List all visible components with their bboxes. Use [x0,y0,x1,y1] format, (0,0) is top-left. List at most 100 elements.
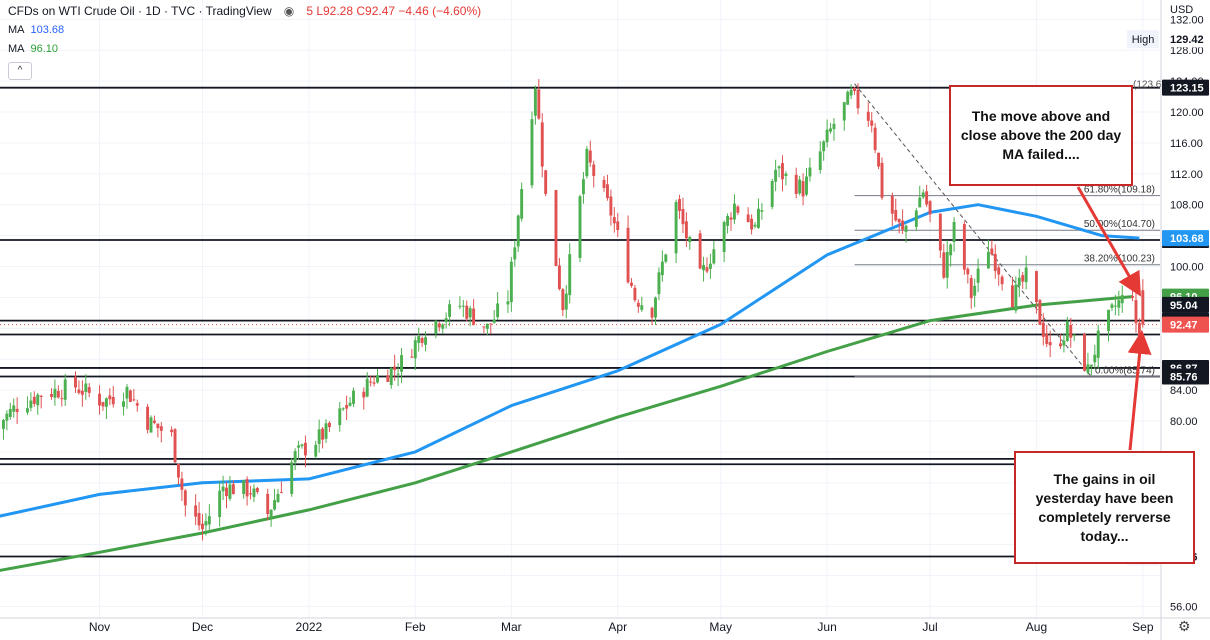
candle-body [77,389,81,393]
candle-body [928,201,932,215]
candle-body [801,181,805,197]
time-tick-label: Feb [405,620,426,634]
collapse-legend-button[interactable]: ^ [8,62,32,80]
candle-body [557,265,561,289]
candle-body [1041,322,1045,337]
candle-body [152,420,156,423]
candle-body [681,208,685,225]
candle-body [678,199,681,211]
candle-body [132,399,136,401]
candle-body [914,210,918,227]
candle-body [207,516,211,525]
candle-body [183,490,187,506]
annotation-text: The gains in oil yesterday have been com… [1035,470,1174,544]
candle-body [537,89,541,119]
candle-body [506,301,510,305]
candle-body [856,89,860,109]
candle-body [554,190,558,267]
currency-selector[interactable]: USD [1170,4,1194,16]
candle-body [609,196,613,216]
level-price-badge [1162,79,1209,96]
price-tick-label: 80.00 [1170,416,1198,428]
time-tick-label: Apr [608,620,627,634]
ma-100-line [0,203,1140,518]
candle-body [290,462,294,494]
candle-body [482,326,486,328]
candle-body [128,390,132,402]
ma-label: MA [8,43,25,55]
candle-body [674,201,678,254]
candle-body [533,88,537,116]
candle-body [74,376,77,388]
candle-body [221,486,225,492]
candle-body [111,397,115,405]
candle-body [516,215,520,247]
candle-body [279,492,283,494]
candle-body [39,395,43,397]
candle-body [990,248,994,255]
candle-body [784,173,788,176]
candle-body [400,355,403,372]
annotation-text: The move above and close above the 200 d… [960,108,1122,162]
candle-body [218,490,222,518]
candle-body [1065,321,1069,341]
candle-body [568,254,572,296]
candle-body [1059,343,1062,347]
candle-body [770,181,774,207]
eye-icon[interactable]: ◉ [283,4,295,18]
time-tick-label: Sep [1132,620,1154,634]
candle-body [228,484,232,499]
candle-body [468,308,472,318]
ma-value: 103.68 [30,24,65,36]
ma-indicator-100[interactable]: MA 103.68 [8,24,64,36]
candle-body [918,197,922,208]
candle-body [177,463,180,478]
candle-body [736,206,740,213]
candle-body [729,217,733,220]
price-badge-label: 129.42 [1170,34,1204,46]
candle-body [1120,295,1124,304]
candle-body [201,523,204,530]
price-badge-label: 92.47 [1170,320,1198,332]
candle-body [1038,300,1042,325]
candle-body [56,390,60,398]
candle-body [122,401,126,407]
annotation-box-gains-reversed: The gains in oil yesterday have been com… [1014,451,1195,564]
candle-body [890,195,894,214]
candle-body [242,480,246,495]
candle-body [588,150,592,163]
gear-icon[interactable]: ⚙ [1178,618,1191,634]
candle-body [36,394,40,406]
candle-body [458,305,462,307]
candle-body [1096,330,1100,358]
ma-indicator-200[interactable]: MA 96.10 [8,43,58,55]
candle-body [544,170,548,194]
candle-body [1021,275,1025,282]
candle-body [612,217,616,224]
candle-body [894,209,898,221]
price-badge [1162,230,1209,247]
candle-body [942,252,946,278]
candle-body [266,493,270,515]
candle-body [664,254,668,262]
candle-body [832,123,836,130]
candle-body [159,426,163,431]
candle-body [925,191,929,205]
candle-body [321,428,325,440]
candle-body [1017,277,1021,286]
candle-body [949,244,953,256]
candle-body [146,406,150,430]
candle-body [496,303,500,318]
candle-body [492,319,496,323]
candle-body [376,375,379,383]
candle-body [393,366,397,370]
candle-body [372,382,376,384]
candle-body [708,263,712,269]
candle-body [636,302,640,307]
candle-body [901,220,905,230]
candle-body [365,378,369,397]
time-tick-label: Jul [922,620,937,634]
candle-body [945,251,949,278]
candle-body [846,91,850,105]
candle-body [660,261,664,276]
